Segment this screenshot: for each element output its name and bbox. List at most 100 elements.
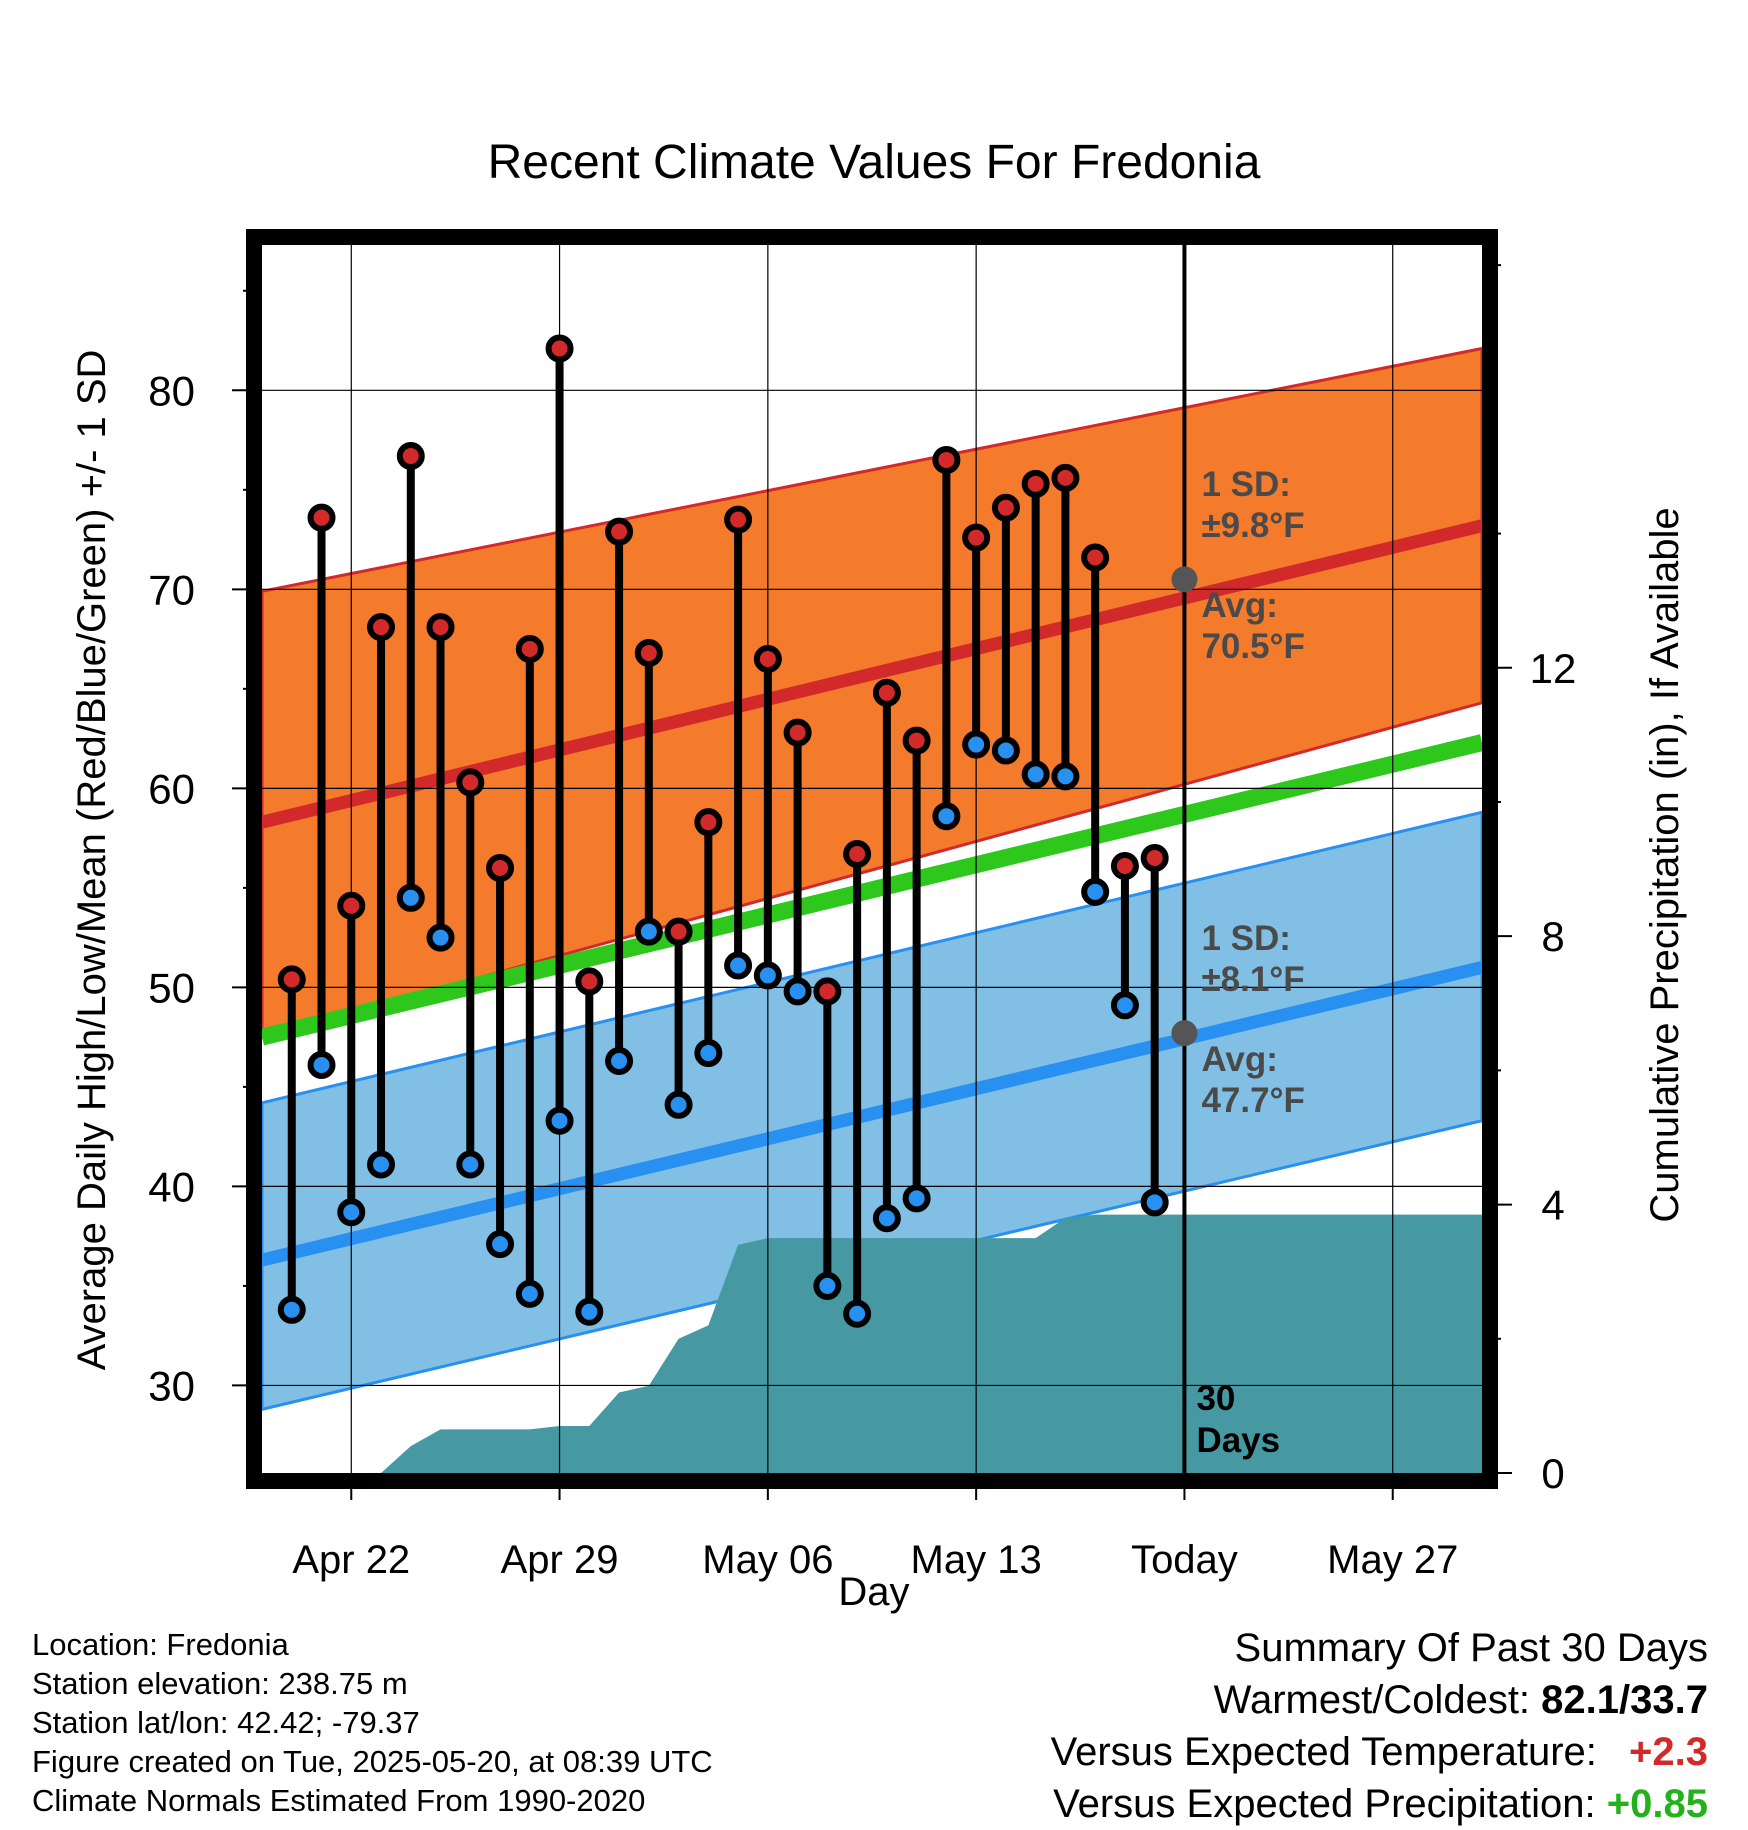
day-group xyxy=(1021,469,1050,789)
y2-tick-label: 12 xyxy=(1530,645,1577,692)
day-group xyxy=(456,768,485,1179)
high-temp-point xyxy=(575,967,604,996)
high-temp-point xyxy=(486,853,515,882)
low-temp-point xyxy=(486,1230,515,1259)
low-temp-point xyxy=(575,1297,604,1326)
high-sd-label: 1 SD: xyxy=(1201,465,1290,504)
low-sd-value: ±8.1°F xyxy=(1201,960,1304,999)
high-temp-point xyxy=(932,445,961,474)
y2-axis-label: Cumulative Precipitation (in), If Availa… xyxy=(1643,507,1687,1222)
low-avg-label: Avg: xyxy=(1201,1040,1277,1079)
high-temp-point xyxy=(515,635,544,664)
high-temp-point xyxy=(307,503,336,532)
day-group xyxy=(545,334,574,1135)
day-group xyxy=(605,517,634,1076)
high-temp-point xyxy=(694,808,723,837)
day-group xyxy=(813,977,842,1300)
low-temp-point xyxy=(932,802,961,831)
normals-text: Climate Normals Estimated From 1990-2020 xyxy=(32,1783,646,1818)
day-group xyxy=(307,503,336,1079)
high-temp-point xyxy=(634,639,663,668)
summary-precip-row: Versus Expected Precipitation: +0.85 xyxy=(1051,1778,1708,1830)
day-group xyxy=(367,613,396,1179)
plot-frame xyxy=(246,229,1498,1489)
chart-title: Recent Climate Values For Fredonia xyxy=(488,136,1261,189)
day-group xyxy=(1051,463,1080,791)
low-sd-label: 1 SD: xyxy=(1201,919,1290,958)
precip-diff-value: +0.85 xyxy=(1606,1782,1708,1826)
day-group xyxy=(724,505,753,980)
summary-panel: Summary Of Past 30 Days Warmest/Coldest:… xyxy=(1051,1622,1708,1830)
low-temp-point xyxy=(545,1106,574,1135)
high-temp-point xyxy=(1051,463,1080,492)
window-label-number: 30 xyxy=(1196,1379,1235,1418)
mean-line xyxy=(260,734,1484,1046)
low-temp-point xyxy=(724,951,753,980)
day-group xyxy=(872,678,901,1233)
high-temp-point xyxy=(962,523,991,552)
day-group xyxy=(515,635,544,1308)
warm-cold-label: Warmest/Coldest: xyxy=(1213,1678,1531,1722)
y-tick-label: 30 xyxy=(148,1362,195,1409)
low-avg-value: 47.7°F xyxy=(1201,1081,1305,1120)
low-temp-point xyxy=(1140,1188,1169,1217)
day-group xyxy=(1081,543,1110,906)
day-group xyxy=(1140,844,1169,1217)
window-label-days: Days xyxy=(1196,1421,1280,1460)
day-group xyxy=(694,808,723,1068)
elevation-text: Station elevation: 238.75 m xyxy=(32,1666,408,1701)
day-group xyxy=(962,523,991,759)
low-temp-point xyxy=(694,1039,723,1068)
low-temp-point xyxy=(664,1090,693,1119)
day-group xyxy=(634,639,663,946)
low-temp-point xyxy=(277,1295,306,1324)
high-temp-point xyxy=(456,768,485,797)
low-temp-point xyxy=(813,1271,842,1300)
low-temp-point xyxy=(396,883,425,912)
high-temp-point xyxy=(396,441,425,470)
x-tick-label: May 13 xyxy=(911,1538,1042,1582)
low-temp-point xyxy=(872,1204,901,1233)
y-tick-label: 60 xyxy=(148,765,195,812)
x-tick-label: Apr 29 xyxy=(501,1538,619,1582)
low-temp-point xyxy=(962,730,991,759)
high-temp-point xyxy=(277,965,306,994)
high-temp-point xyxy=(991,493,1020,522)
day-group xyxy=(843,840,872,1328)
day-group xyxy=(753,644,782,990)
low-temp-point xyxy=(515,1279,544,1308)
y-tick-label: 40 xyxy=(148,1163,195,1210)
y-tick-label: 80 xyxy=(148,367,195,414)
day-group xyxy=(277,965,306,1324)
low-temp-point xyxy=(783,977,812,1006)
temp-diff-value: +2.3 xyxy=(1629,1730,1708,1774)
low-temp-point xyxy=(1051,762,1080,791)
y-tick-label: 50 xyxy=(148,964,195,1011)
high-sd-value: ±9.8°F xyxy=(1201,506,1304,545)
day-group xyxy=(396,441,425,912)
high-avg-value: 70.5°F xyxy=(1201,627,1305,666)
low-temp-point xyxy=(902,1184,931,1213)
high-temp-point xyxy=(1110,851,1139,880)
y2-tick-label: 0 xyxy=(1541,1450,1564,1497)
day-group xyxy=(337,891,366,1227)
low-temp-point xyxy=(753,961,782,990)
high-avg-marker xyxy=(1171,566,1198,593)
low-temp-point xyxy=(307,1050,336,1079)
y2-tick-label: 4 xyxy=(1541,1182,1564,1229)
x-tick-label: May 06 xyxy=(702,1538,833,1582)
low-temp-point xyxy=(843,1299,872,1328)
day-group xyxy=(783,718,812,1006)
station-info: Location: Fredonia Station elevation: 23… xyxy=(32,1625,713,1820)
location-text: Location: Fredonia xyxy=(32,1627,289,1662)
precip-area xyxy=(262,1214,1482,1473)
high-temp-point xyxy=(753,644,782,673)
high-temp-point xyxy=(545,334,574,363)
high-temp-point xyxy=(367,613,396,642)
created-text: Figure created on Tue, 2025-05-20, at 08… xyxy=(32,1744,713,1779)
day-group xyxy=(1110,851,1139,1020)
day-group xyxy=(575,967,604,1326)
x-tick-label: May 27 xyxy=(1327,1538,1458,1582)
high-temp-point xyxy=(426,613,455,642)
